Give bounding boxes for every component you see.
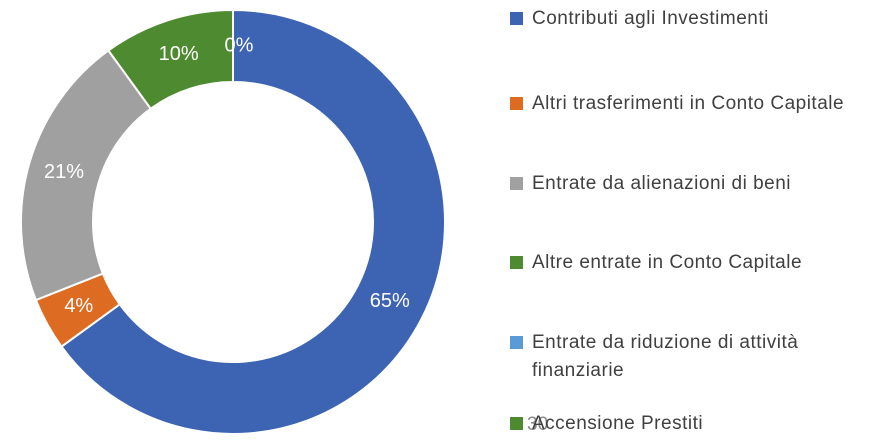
legend-swatch	[510, 97, 523, 110]
data-label: 0%	[225, 34, 254, 56]
legend-entry: Altre entrate in Conto Capitale	[510, 249, 874, 277]
legend-swatch	[510, 256, 523, 269]
legend-label: Accensione Prestiti	[532, 413, 704, 434]
legend-entry: Accensione Prestiti	[510, 410, 874, 438]
legend-swatch	[510, 12, 523, 25]
legend-entry: Entrate da alienazioni di beni	[510, 170, 874, 198]
data-label: 65%	[370, 290, 410, 312]
legend-swatch	[510, 177, 523, 190]
data-label: 4%	[64, 295, 93, 317]
legend-swatch	[510, 336, 523, 349]
donut-slice	[20, 49, 153, 302]
legend-label: Contributi agli Investimenti	[532, 8, 769, 29]
data-label: 21%	[44, 161, 84, 183]
donut-slice	[60, 8, 446, 435]
legend-entry: Contributi agli Investimenti	[510, 5, 874, 33]
legend-entry: Altri trasferimenti in Conto Capitale	[510, 90, 874, 118]
legend-swatch	[510, 417, 523, 430]
legend-label: Entrate da alienazioni di beni	[532, 173, 792, 194]
data-label: 10%	[159, 43, 199, 65]
legend-label: Altre entrate in Conto Capitale	[532, 252, 803, 273]
legend-entry: Entrate da riduzione di attività finanzi…	[510, 329, 874, 385]
legend-label: Altri trasferimenti in Conto Capitale	[532, 93, 845, 114]
page-number: 30	[527, 414, 549, 435]
legend-label: Entrate da riduzione di attività finanzi…	[532, 332, 799, 381]
